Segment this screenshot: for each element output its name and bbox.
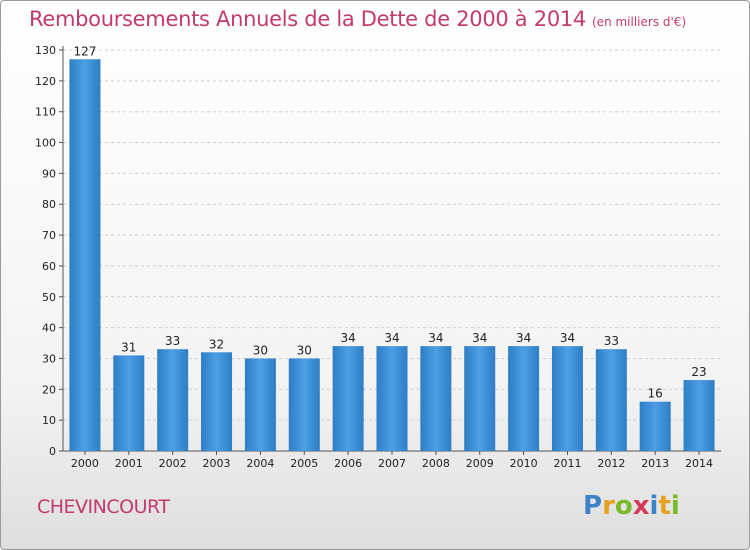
bar [69,59,101,451]
y-tick-label: 90 [42,167,56,180]
bar [201,352,233,451]
y-tick-label: 60 [42,260,56,273]
bar [551,346,583,451]
y-tick-label: 30 [42,352,56,365]
bar [508,346,540,451]
bar [464,346,496,451]
x-tick-label: 2013 [641,457,669,470]
data-label: 34 [516,331,531,345]
x-tick-label: 2006 [334,457,362,470]
x-tick-label: 2011 [553,457,581,470]
bar [244,358,276,451]
logo-letter: i [670,491,680,521]
x-tick-label: 2003 [203,457,231,470]
y-tick-label: 70 [42,229,56,242]
title-line: Remboursements Annuels de la Dette de 20… [29,7,686,31]
y-tick-label: 130 [35,44,56,57]
data-label: 34 [384,331,399,345]
x-tick-label: 2005 [290,457,318,470]
data-label: 33 [604,334,619,348]
bar [595,349,627,451]
data-label: 30 [253,343,268,357]
y-tick-label: 0 [49,445,56,458]
commune-name: CHEVINCOURT [37,496,170,518]
chart-title: Remboursements Annuels de la Dette de 20… [29,7,586,31]
bar [420,346,452,451]
x-tick-label: 2002 [159,457,187,470]
x-tick-label: 2009 [466,457,494,470]
bar [113,355,145,451]
x-tick-label: 2012 [597,457,625,470]
x-tick-label: 2000 [71,457,99,470]
y-tick-label: 10 [42,414,56,427]
proxiti-logo: Proxiti [583,491,680,521]
y-tick-label: 50 [42,291,56,304]
logo-letter: o [614,491,633,521]
logo-letter: x [632,491,650,521]
x-tick-label: 2014 [685,457,713,470]
data-label: 34 [340,331,355,345]
logo-letter: i [649,491,659,521]
data-label: 23 [691,365,706,379]
bar [332,346,364,451]
y-tick-label: 110 [35,106,56,119]
data-label: 34 [560,331,575,345]
bar [639,401,671,451]
bar [157,349,189,451]
y-tick-label: 120 [35,75,56,88]
y-tick-label: 40 [42,322,56,335]
bar [683,380,715,451]
data-label: 32 [209,337,224,351]
chart-unit: (en milliers d'€) [592,15,687,29]
x-tick-label: 2008 [422,457,450,470]
bar [376,346,408,451]
data-label: 33 [165,334,180,348]
y-tick-label: 100 [35,137,56,150]
logo-letter: P [583,491,603,521]
data-label: 34 [428,331,443,345]
data-label: 127 [73,44,96,58]
data-label: 30 [297,343,312,357]
logo-letter: t [658,491,671,521]
x-tick-label: 2004 [246,457,274,470]
y-tick-label: 20 [42,383,56,396]
bar [288,358,320,451]
data-label: 16 [648,387,663,401]
x-tick-label: 2010 [510,457,538,470]
x-tick-label: 2007 [378,457,406,470]
data-label: 34 [472,331,487,345]
y-tick-label: 80 [42,198,56,211]
logo-letter: r [602,491,615,521]
data-label: 31 [121,340,136,354]
x-tick-label: 2001 [115,457,143,470]
